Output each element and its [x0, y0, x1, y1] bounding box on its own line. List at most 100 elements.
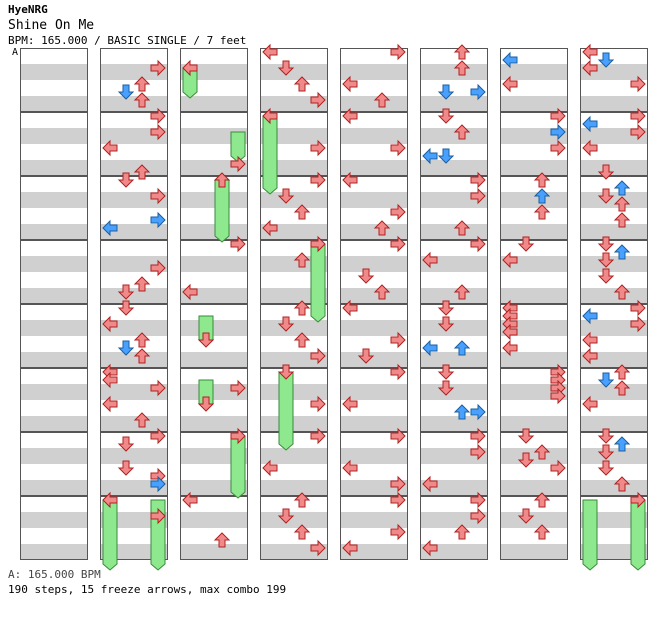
step-arrow: [453, 60, 471, 76]
freeze-arrow: [230, 131, 246, 163]
step-arrow: [502, 251, 518, 269]
measure-box: [180, 304, 248, 368]
measure-box: [260, 496, 328, 560]
step-arrow: [102, 139, 118, 157]
stripe: [340, 448, 408, 464]
measure-box: [420, 176, 488, 240]
step-arrow: [613, 196, 631, 212]
step-arrow: [293, 204, 311, 220]
step-arrow: [293, 524, 311, 540]
measure-box: [420, 240, 488, 304]
stripe: [260, 320, 328, 336]
step-arrow: [277, 364, 295, 380]
step-arrow: [437, 380, 455, 396]
step-arrow: [390, 427, 406, 445]
step-arrow: [597, 252, 615, 268]
stripe: [20, 128, 88, 144]
stripe: [180, 352, 248, 368]
step-arrow: [102, 395, 118, 413]
step-arrow: [277, 508, 295, 524]
measure-box: [500, 432, 568, 496]
step-arrow: [453, 124, 471, 140]
stripe: [420, 96, 488, 112]
step-arrow: [437, 84, 455, 100]
chart-column: [340, 43, 408, 560]
step-arrow: [293, 252, 311, 268]
stripe: [500, 480, 568, 496]
step-arrow: [582, 395, 598, 413]
stripe: [180, 512, 248, 528]
step-arrow: [182, 59, 198, 77]
step-arrow: [630, 299, 646, 317]
step-arrow: [533, 188, 551, 204]
stripe: [20, 352, 88, 368]
step-arrow: [133, 164, 151, 180]
step-arrow: [550, 387, 566, 405]
step-arrow: [342, 75, 358, 93]
step-arrow: [310, 91, 326, 109]
stripe: [20, 256, 88, 272]
stripe: [340, 96, 408, 112]
freeze-arrow: [102, 499, 118, 571]
measure-box: [580, 368, 648, 432]
step-arrow: [597, 236, 615, 252]
step-arrow: [102, 371, 118, 389]
step-arrow: [582, 331, 598, 349]
measure-box: [500, 496, 568, 560]
chart-meta: BPM: 165.000 / BASIC SINGLE / 7 feet: [8, 34, 247, 47]
stripe: [500, 64, 568, 80]
step-arrow: [533, 524, 551, 540]
stripe: [20, 96, 88, 112]
step-arrow: [597, 372, 615, 388]
freeze-arrow: [630, 499, 646, 571]
measure-box: [420, 496, 488, 560]
step-arrow: [133, 76, 151, 92]
stripe: [260, 384, 328, 400]
step-arrow: [533, 444, 551, 460]
step-arrow: [390, 139, 406, 157]
step-arrow: [277, 316, 295, 332]
step-arrow: [230, 155, 246, 173]
stripe: [20, 288, 88, 304]
step-arrow: [582, 115, 598, 133]
bpm-legend: A: 165.000 BPM: [8, 568, 101, 581]
measure-box: [500, 368, 568, 432]
measure-box: [180, 368, 248, 432]
artist-name: HyeNRG: [8, 3, 48, 16]
stripe: [580, 480, 648, 496]
step-arrow: [502, 323, 518, 341]
step-arrow: [182, 491, 198, 509]
chart-stats: 190 steps, 15 freeze arrows, max combo 1…: [8, 583, 287, 596]
measure-box: [580, 304, 648, 368]
stripe: [100, 96, 168, 112]
measure-box: [20, 240, 88, 304]
step-arrow: [597, 444, 615, 460]
step-arrow: [133, 412, 151, 428]
stripe: [20, 480, 88, 496]
stripe: [180, 544, 248, 560]
measure-box: [180, 176, 248, 240]
measure-box: [20, 304, 88, 368]
step-arrow: [373, 284, 391, 300]
measure-box: [100, 496, 168, 560]
step-arrow: [310, 235, 326, 253]
stripe: [500, 544, 568, 560]
step-arrow: [597, 428, 615, 444]
step-arrow: [582, 347, 598, 365]
step-arrow: [550, 459, 566, 477]
step-arrow: [630, 123, 646, 141]
step-arrow: [230, 427, 246, 445]
step-arrow: [150, 475, 166, 493]
step-arrow: [613, 212, 631, 228]
stripe: [180, 416, 248, 432]
step-arrow: [310, 347, 326, 365]
step-arrow: [470, 507, 486, 525]
step-arrow: [630, 107, 646, 125]
stripe: [180, 256, 248, 272]
step-arrow: [613, 476, 631, 492]
step-arrow: [517, 236, 535, 252]
step-arrow: [117, 460, 135, 476]
stripe: [260, 192, 328, 208]
measure-box: [420, 304, 488, 368]
